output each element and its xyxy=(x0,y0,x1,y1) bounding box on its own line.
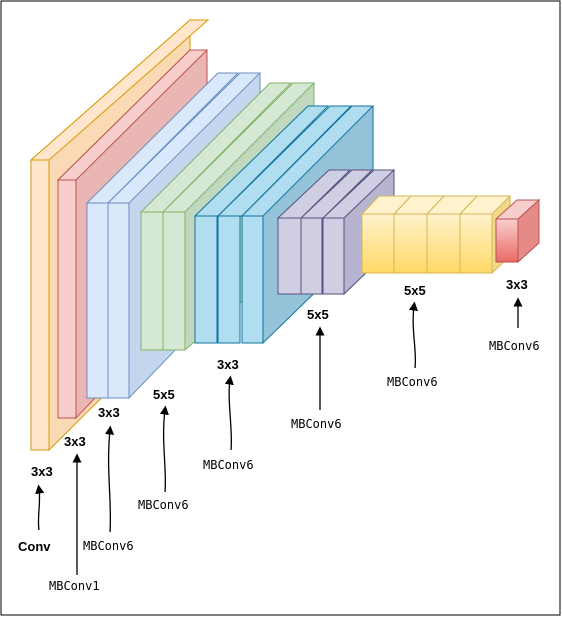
block-mbconv6-e xyxy=(360,195,512,275)
layer-label-mbconv6-e: MBConv6 xyxy=(387,375,438,389)
layer-label-mbconv6-b: MBConv6 xyxy=(138,498,189,512)
arrows xyxy=(35,297,523,575)
layer-label-mbconv6-c: MBConv6 xyxy=(203,458,254,472)
layer-label-mbconv6-a: MBConv6 xyxy=(83,539,134,553)
layer-label-mbconv6-d: MBConv6 xyxy=(291,417,342,431)
arrow-mbconv6-a xyxy=(105,425,115,533)
kernel-label-mbconv6-d: 5x5 xyxy=(307,307,329,322)
layer-label-mbconv1: MBConv1 xyxy=(49,579,100,593)
kernel-label-mbconv6-e: 5x5 xyxy=(404,283,426,298)
block-mbconv6-f xyxy=(494,198,541,264)
arrow-mbconv6-b xyxy=(159,405,169,493)
kernel-label-mbconv1: 3x3 xyxy=(64,434,86,449)
layer-label-conv: Conv xyxy=(18,539,51,554)
kernel-label-mbconv6-f: 3x3 xyxy=(506,277,528,292)
kernel-label-conv: 3x3 xyxy=(31,464,53,479)
kernel-label-mbconv6-b: 5x5 xyxy=(153,387,175,402)
arrow-conv xyxy=(35,484,45,531)
kernel-label-mbconv6-a: 3x3 xyxy=(98,405,120,420)
kernel-label-mbconv6-c: 3x3 xyxy=(217,357,239,372)
layer-label-mbconv6-f: MBConv6 xyxy=(489,339,540,353)
arrow-mbconv6-c xyxy=(224,375,234,451)
arrow-mbconv6-e xyxy=(408,301,418,369)
